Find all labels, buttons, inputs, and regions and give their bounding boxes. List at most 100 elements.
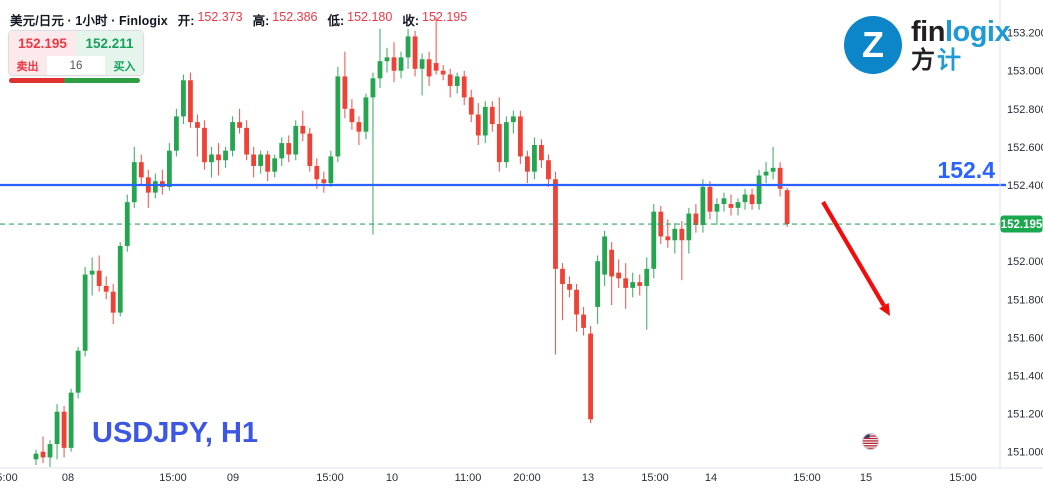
candle-body	[131, 162, 137, 203]
candle-body	[433, 63, 439, 71]
candle-body	[581, 314, 586, 328]
x-axis-label: 08	[62, 472, 74, 484]
candle-body	[54, 411, 60, 445]
flag-stripe	[862, 445, 879, 447]
ohlc-high: 高: 152.386	[252, 10, 318, 28]
candle-body	[721, 198, 727, 205]
candle-body	[230, 122, 235, 151]
x-axis-label: 15:00	[159, 472, 187, 484]
candle-body	[503, 122, 509, 163]
x-axis-label: 15:00	[316, 472, 344, 484]
candle-body	[68, 392, 74, 448]
candle-body	[321, 179, 327, 184]
candle-body	[61, 411, 67, 448]
candle-body	[258, 154, 264, 166]
candle-body	[307, 133, 313, 166]
candle-body	[588, 333, 593, 420]
us-flag-icon[interactable]	[862, 433, 879, 450]
x-axis-label: 15:00	[793, 472, 821, 484]
y-axis-label: 152.800	[1007, 104, 1043, 116]
trend-arrow-head	[879, 302, 890, 316]
candle-body	[223, 150, 228, 161]
candle-body	[735, 202, 741, 208]
x-axis-label: 13	[582, 472, 594, 484]
candle-body	[560, 268, 565, 285]
candle-body	[342, 76, 348, 109]
candle-body	[749, 194, 755, 205]
candle-body	[82, 274, 88, 351]
candle-body	[651, 211, 657, 269]
candle-body	[202, 127, 207, 163]
y-axis-label: 152.600	[1007, 142, 1043, 154]
candle-body	[616, 272, 622, 279]
candle-body	[784, 190, 790, 225]
candle-body	[539, 144, 544, 161]
x-axis-label: 11:00	[455, 472, 482, 484]
candle-body	[279, 143, 285, 159]
candle-body	[686, 213, 692, 241]
flag-stripes	[862, 433, 879, 450]
ohlc-close: 收: 152.195	[402, 10, 468, 28]
candle-body	[700, 186, 706, 226]
current-price-tag-label: 152.195	[1001, 219, 1043, 231]
candle-body	[328, 156, 334, 184]
y-axis-label: 151.400	[1007, 371, 1043, 383]
candle-body	[216, 154, 221, 161]
buy-label[interactable]: 买入	[106, 56, 143, 75]
candle-body	[188, 80, 193, 123]
candle-body	[314, 165, 320, 180]
candle-body	[454, 76, 460, 86]
candle-body	[75, 350, 81, 393]
flag-canton	[862, 433, 870, 438]
sell-label[interactable]: 卖出	[9, 56, 46, 75]
candle-body	[96, 270, 102, 286]
candle-body	[384, 57, 390, 62]
resistance-axis-tick	[1000, 183, 1006, 187]
x-axis-label: 14	[705, 472, 717, 484]
flag-stripe	[862, 440, 879, 442]
candle-body	[174, 116, 179, 151]
x-axis-label: 10	[386, 472, 398, 484]
spread-value: 16	[46, 56, 106, 75]
x-axis-label: 15:00	[949, 472, 977, 484]
candle-body	[567, 284, 572, 290]
y-axis[interactable]: 153.200 153.000 152.800 152.600 152.400 152.0…	[1007, 28, 1043, 459]
candle-body	[356, 122, 362, 132]
candle-body	[363, 97, 369, 132]
symbol-title[interactable]: 美元/日元 · 1小时 · Finlogix	[10, 14, 168, 28]
trend-arrow-shaft	[821, 200, 886, 307]
y-axis-label: 151.000	[1007, 447, 1043, 459]
candle-body	[117, 245, 123, 313]
candle-body	[166, 150, 172, 187]
candle-body	[672, 228, 678, 241]
x-axis[interactable]: 5:00 08 15:00 09 15:00 10 11:00 20:00 13 15:00 14 1…	[0, 472, 977, 484]
candle-body	[482, 106, 488, 136]
current-price-tag	[1000, 215, 1043, 233]
candle-body	[152, 181, 158, 193]
candle-body	[553, 179, 558, 269]
candle-body	[609, 249, 615, 277]
candle-body	[728, 204, 734, 208]
trend-arrow[interactable]	[821, 200, 890, 316]
y-axis-label: 151.200	[1007, 409, 1043, 421]
finlogix-logo: Z finlogix 方计	[844, 15, 1011, 74]
candle-body	[461, 76, 467, 98]
candle-body	[286, 143, 292, 155]
candle-body	[665, 236, 671, 241]
candle-body	[370, 78, 376, 98]
y-axis-label: 152.400	[1007, 180, 1043, 192]
candle-body	[237, 122, 242, 128]
flag-stripe	[862, 435, 879, 437]
finlogix-wordmark: finlogix 方计	[911, 15, 1011, 74]
candle-body	[138, 162, 144, 178]
y-axis-label: 151.800	[1007, 294, 1043, 306]
sell-price-button[interactable]: 152.195	[9, 31, 76, 56]
x-axis-label: 09	[227, 472, 239, 484]
candle-body	[349, 108, 355, 123]
x-axis-label: 15	[860, 472, 872, 484]
buy-price-button[interactable]: 152.211	[76, 31, 143, 56]
candle-body	[546, 160, 551, 180]
candle-body	[405, 36, 411, 58]
ohlc-low: 低: 152.180	[327, 10, 393, 28]
